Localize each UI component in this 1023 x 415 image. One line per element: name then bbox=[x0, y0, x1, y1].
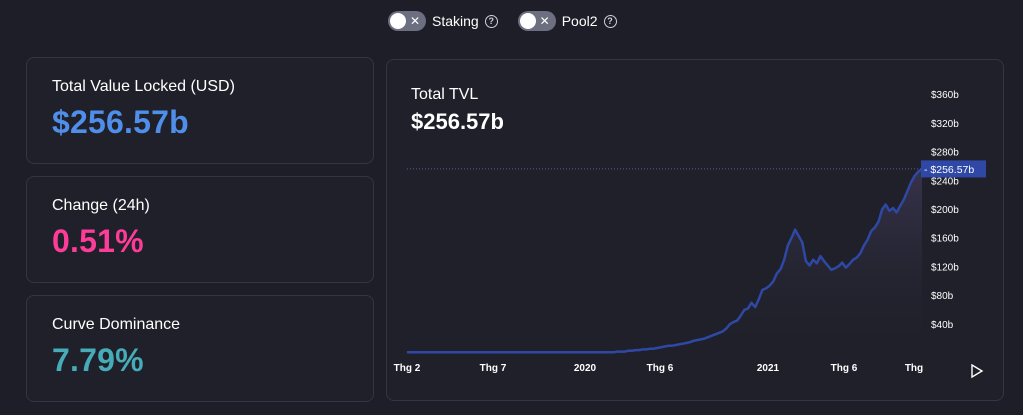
tvl-label: Total Value Locked (USD) bbox=[52, 78, 235, 95]
pool2-switch[interactable]: ✕ bbox=[517, 11, 556, 31]
switch-knob bbox=[519, 13, 536, 29]
pool2-label: Pool2 bbox=[561, 13, 598, 29]
dominance-label: Curve Dominance bbox=[52, 316, 181, 333]
y-tick-label: $320b bbox=[931, 119, 959, 130]
x-tick-label: Thg 6 bbox=[831, 363, 858, 374]
tvl-area bbox=[407, 168, 922, 353]
x-tick-label: Thg bbox=[905, 363, 923, 374]
tvl-line bbox=[407, 167, 923, 354]
change-label: Change (24h) bbox=[52, 197, 150, 214]
x-icon: ✕ bbox=[539, 14, 550, 28]
toggle-bar: ✕ Staking ? ✕ Pool2 ? bbox=[388, 11, 617, 31]
y-tick-label: $120b bbox=[931, 262, 959, 273]
play-icon[interactable] bbox=[971, 363, 984, 379]
x-tick-label: 2021 bbox=[757, 363, 780, 374]
current-value-label: - $256.57b bbox=[924, 164, 974, 176]
x-tick-label: 2020 bbox=[574, 363, 597, 374]
y-tick-label: $240b bbox=[931, 176, 959, 187]
y-tick-label: $160b bbox=[931, 234, 959, 245]
x-tick-label: Thg 6 bbox=[647, 363, 674, 374]
x-icon: ✕ bbox=[409, 14, 420, 28]
tvl-value: $256.57b bbox=[52, 104, 189, 140]
staking-toggle[interactable]: ✕ Staking ? bbox=[388, 11, 498, 31]
y-tick-label: $40b bbox=[931, 320, 954, 331]
tvl-card: Total Value Locked (USD) $256.57b bbox=[26, 57, 374, 164]
chart-title: Total TVL bbox=[411, 86, 479, 103]
y-tick-label: $200b bbox=[931, 205, 959, 216]
dominance-value: 7.79% bbox=[52, 342, 144, 378]
y-tick-label: $80b bbox=[931, 291, 954, 302]
switch-knob bbox=[390, 13, 406, 29]
y-tick-label: $280b bbox=[931, 148, 959, 159]
dominance-card: Curve Dominance 7.79% bbox=[26, 295, 374, 402]
x-tick-label: Thg 2 bbox=[394, 363, 421, 374]
chart-value: $256.57b bbox=[411, 109, 504, 134]
change-card: Change (24h) 0.51% bbox=[26, 176, 374, 283]
x-tick-label: Thg 7 bbox=[480, 363, 507, 374]
help-icon[interactable]: ? bbox=[603, 14, 617, 28]
help-icon[interactable]: ? bbox=[484, 14, 498, 28]
y-tick-label: $360b bbox=[931, 90, 959, 101]
tvl-chart[interactable]: $360b $320b $280b $240b $200b $160b $120b $80b $… bbox=[387, 60, 1004, 401]
tvl-chart-card: Total TVL $256.57b $360b $320b $280b $240b $… bbox=[386, 59, 1004, 401]
current-value-badge bbox=[921, 160, 986, 178]
change-value: 0.51% bbox=[52, 223, 144, 259]
staking-switch[interactable]: ✕ bbox=[388, 11, 426, 31]
pool2-toggle[interactable]: ✕ Pool2 ? bbox=[517, 11, 617, 31]
staking-label: Staking bbox=[432, 13, 479, 29]
